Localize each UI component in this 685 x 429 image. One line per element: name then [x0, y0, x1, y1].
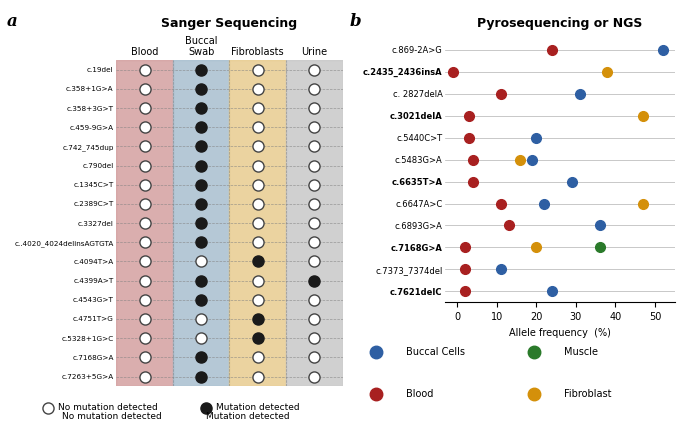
Title: Sanger Sequencing: Sanger Sequencing [162, 17, 297, 30]
Title: Pyrosequencing or NGS: Pyrosequencing or NGS [477, 18, 643, 30]
Text: b: b [349, 13, 361, 30]
Text: Blood: Blood [406, 389, 434, 399]
Text: Mutation detected: Mutation detected [216, 403, 299, 412]
X-axis label: Allele frequency  (%): Allele frequency (%) [509, 328, 611, 338]
Text: Fibroblast: Fibroblast [564, 389, 612, 399]
Bar [229, 60, 286, 386]
Text: a: a [7, 13, 18, 30]
Text: No mutation detected: No mutation detected [58, 403, 158, 412]
Bar [286, 60, 342, 386]
Bar [116, 60, 173, 386]
Text: Buccal Cells: Buccal Cells [406, 347, 465, 357]
Text: No mutation detected: No mutation detected [62, 412, 162, 420]
Text: Mutation detected: Mutation detected [206, 412, 289, 420]
Bar [173, 60, 229, 386]
Text: Muscle: Muscle [564, 347, 598, 357]
